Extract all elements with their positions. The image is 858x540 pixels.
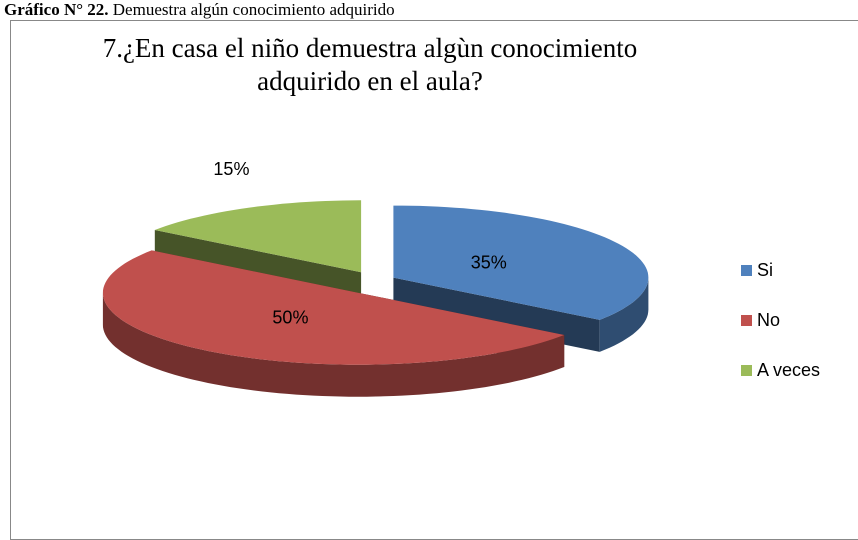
legend-label: Si [757,260,773,280]
legend-label: No [757,310,780,330]
caption-text: Demuestra algún conocimiento adquirido [112,0,395,19]
legend-label: A veces [757,360,820,380]
data-label: 50% [272,308,308,328]
legend-swatch [741,365,752,376]
caption-label: Gráfico N° 22. [4,0,109,19]
chart-title: 7.¿En casa el niño demuestra algùn conoc… [102,33,638,96]
slice-wall [599,277,649,352]
page: Gráfico N° 22. Demuestra algún conocimie… [4,0,858,540]
data-label: 15% [213,159,249,179]
data-label: 35% [471,253,507,273]
legend-swatch [741,315,752,326]
slice [393,205,649,320]
slice [154,200,362,273]
chart: 35% 50% 15% Si No A veces [102,159,820,397]
slice [102,250,565,365]
slice-wall [102,292,565,397]
figure-caption: Gráfico N° 22. Demuestra algún conocimie… [4,0,395,20]
legend-swatch [741,265,752,276]
